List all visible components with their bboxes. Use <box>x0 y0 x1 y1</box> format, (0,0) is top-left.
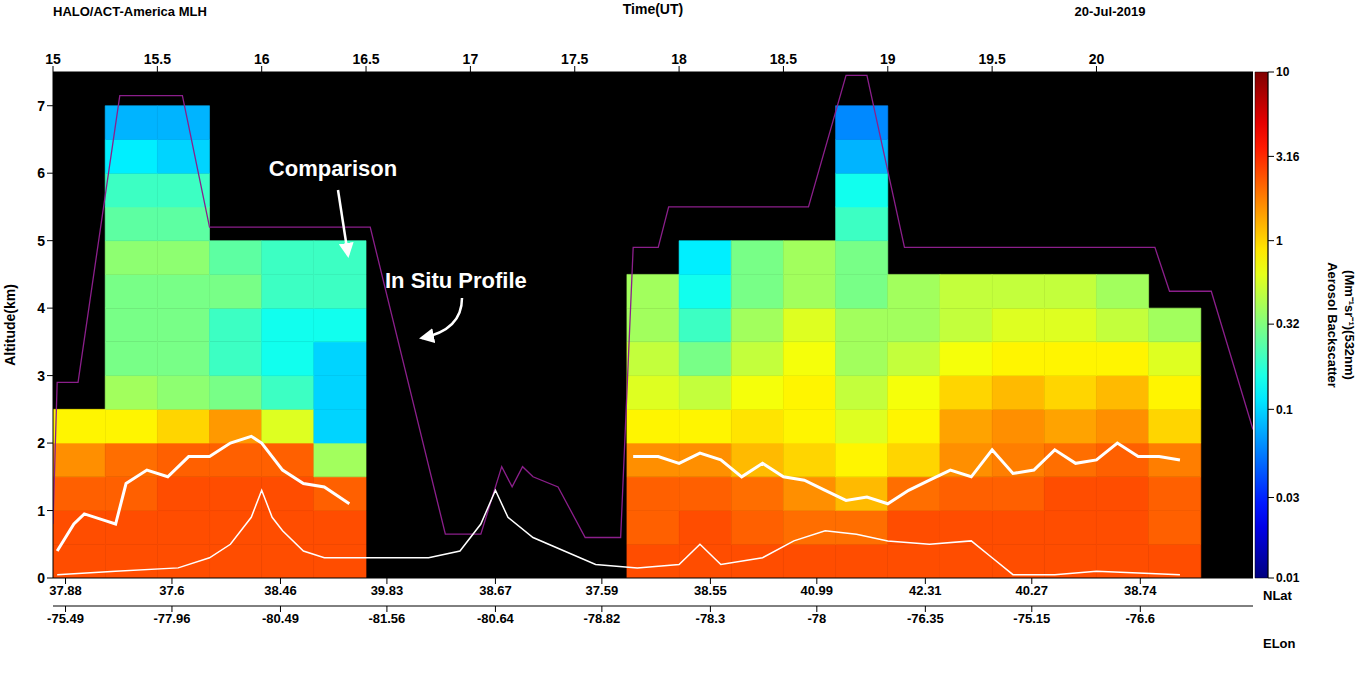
svg-text:40.99: 40.99 <box>801 583 834 598</box>
svg-text:20: 20 <box>1089 51 1105 67</box>
svg-text:15: 15 <box>45 51 61 67</box>
svg-text:-78.82: -78.82 <box>583 611 620 626</box>
svg-text:-81.56: -81.56 <box>368 611 405 626</box>
svg-text:38.67: 38.67 <box>479 583 512 598</box>
svg-text:-76.6: -76.6 <box>1125 611 1155 626</box>
svg-text:-78.3: -78.3 <box>696 611 726 626</box>
svg-text:Altitude(km): Altitude(km) <box>2 284 18 366</box>
svg-text:19.5: 19.5 <box>979 51 1006 67</box>
svg-text:37.88: 37.88 <box>49 583 82 598</box>
svg-text:-80.49: -80.49 <box>262 611 299 626</box>
svg-text:0: 0 <box>37 570 45 586</box>
svg-text:-75.49: -75.49 <box>47 611 84 626</box>
svg-text:20-Jul-2019: 20-Jul-2019 <box>1075 4 1146 19</box>
svg-text:5: 5 <box>37 233 45 249</box>
svg-text:37.59: 37.59 <box>586 583 619 598</box>
svg-text:In Situ Profile: In Situ Profile <box>385 268 527 293</box>
svg-text:42.31: 42.31 <box>909 583 942 598</box>
svg-text:Time(UT): Time(UT) <box>623 1 683 17</box>
svg-text:Aerosol Backscatter: Aerosol Backscatter <box>1325 262 1340 388</box>
svg-text:(Mm⁻¹sr⁻¹)(532nm): (Mm⁻¹sr⁻¹)(532nm) <box>1342 270 1357 380</box>
svg-text:ELon: ELon <box>1263 636 1296 651</box>
svg-text:17.5: 17.5 <box>561 51 588 67</box>
svg-text:4: 4 <box>37 300 45 316</box>
svg-text:1: 1 <box>1276 234 1283 248</box>
svg-text:37.6: 37.6 <box>159 583 184 598</box>
svg-text:18.5: 18.5 <box>770 51 797 67</box>
svg-text:38.55: 38.55 <box>694 583 727 598</box>
svg-text:3.16: 3.16 <box>1276 150 1300 164</box>
svg-text:0.32: 0.32 <box>1276 317 1300 331</box>
svg-text:15.5: 15.5 <box>144 51 171 67</box>
svg-text:HALO/ACT-America MLH: HALO/ACT-America MLH <box>53 4 207 19</box>
svg-text:7: 7 <box>37 98 45 114</box>
svg-text:38.74: 38.74 <box>1124 583 1157 598</box>
svg-text:NLat: NLat <box>1263 588 1293 603</box>
svg-text:Comparison: Comparison <box>269 156 397 181</box>
svg-text:16: 16 <box>254 51 270 67</box>
svg-text:-80.64: -80.64 <box>477 611 515 626</box>
svg-text:17: 17 <box>463 51 479 67</box>
svg-text:16.5: 16.5 <box>352 51 379 67</box>
svg-text:40.27: 40.27 <box>1016 583 1049 598</box>
svg-text:18: 18 <box>671 51 687 67</box>
svg-text:6: 6 <box>37 165 45 181</box>
svg-text:0.03: 0.03 <box>1276 491 1300 505</box>
svg-text:0.01: 0.01 <box>1276 571 1300 585</box>
svg-text:10: 10 <box>1276 65 1290 79</box>
svg-text:39.83: 39.83 <box>371 583 404 598</box>
svg-text:19: 19 <box>880 51 896 67</box>
svg-text:1: 1 <box>37 503 45 519</box>
svg-text:-78: -78 <box>807 611 826 626</box>
svg-text:3: 3 <box>37 368 45 384</box>
svg-text:38.46: 38.46 <box>264 583 297 598</box>
svg-text:-75.15: -75.15 <box>1013 611 1050 626</box>
svg-text:2: 2 <box>37 435 45 451</box>
svg-text:-76.35: -76.35 <box>907 611 944 626</box>
svg-text:0.1: 0.1 <box>1276 403 1293 417</box>
svg-text:-77.96: -77.96 <box>154 611 191 626</box>
